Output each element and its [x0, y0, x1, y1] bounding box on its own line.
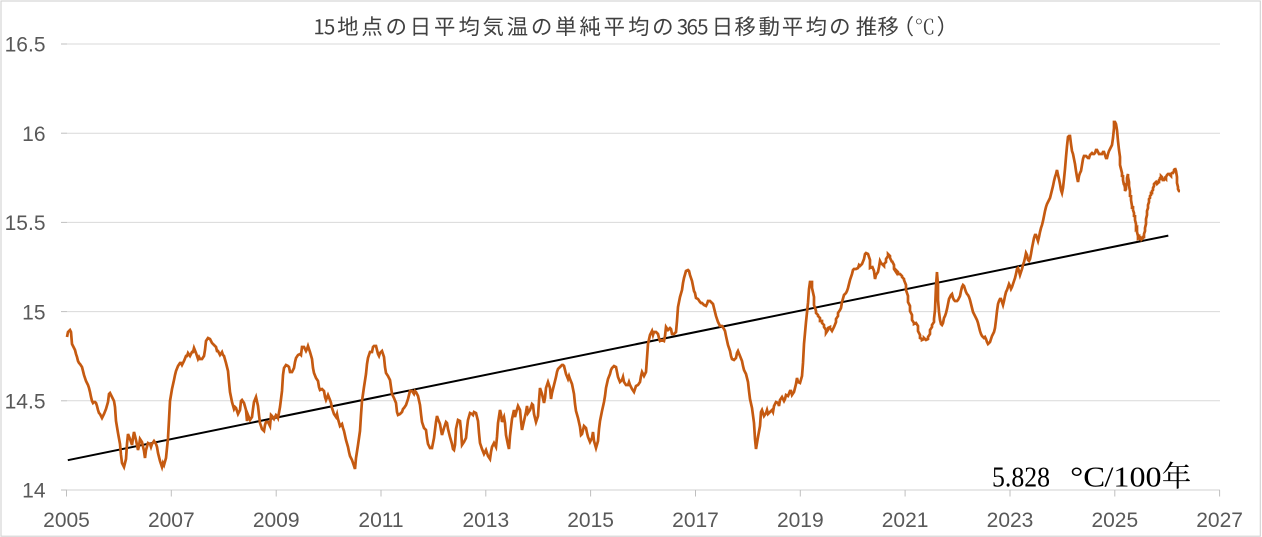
svg-text:2025: 2025: [1091, 509, 1138, 532]
svg-text:2007: 2007: [148, 509, 195, 532]
svg-text:2027: 2027: [1196, 509, 1243, 532]
svg-text:15.5: 15.5: [5, 212, 46, 235]
svg-text:5.828: 5.828: [992, 463, 1050, 494]
svg-text:2013: 2013: [462, 509, 509, 532]
svg-text:16.5: 16.5: [5, 34, 46, 57]
svg-text:2011: 2011: [358, 509, 403, 532]
svg-text:14.5: 14.5: [5, 391, 46, 414]
svg-text:15: 15: [22, 301, 45, 324]
svg-text:°C: °C: [1070, 463, 1105, 494]
svg-text:2017: 2017: [672, 509, 719, 532]
svg-text:2005: 2005: [43, 509, 90, 532]
svg-text:2023: 2023: [987, 509, 1034, 532]
svg-text:16: 16: [22, 123, 45, 146]
svg-text:2019: 2019: [777, 509, 824, 532]
svg-text:14: 14: [22, 480, 46, 503]
svg-text:2021: 2021: [882, 509, 929, 532]
svg-text:2015: 2015: [567, 509, 614, 532]
svg-text:2009: 2009: [253, 509, 300, 532]
svg-text:/100: /100: [1105, 463, 1162, 494]
